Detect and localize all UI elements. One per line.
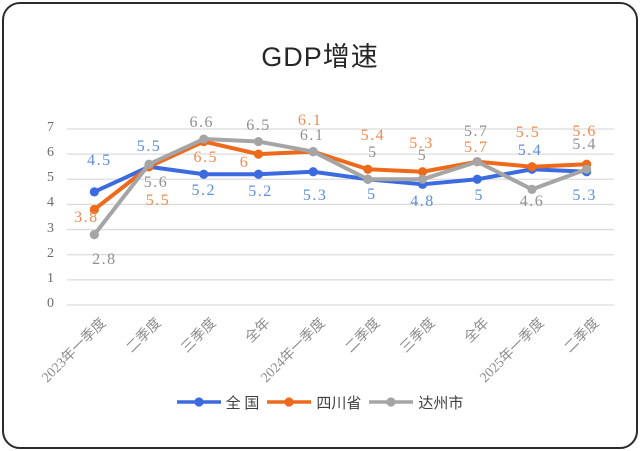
data-label-national: 5.2 — [191, 182, 216, 200]
data-label-sichuan: 5.5 — [145, 191, 171, 209]
y-axis-tick: 3 — [47, 220, 54, 236]
x-axis-label: 三季度 — [397, 315, 438, 357]
chart-title: GDP增速 — [261, 42, 379, 72]
y-axis-tick: 2 — [47, 245, 54, 261]
legend-item-sichuan: 四川省 — [267, 392, 361, 413]
data-label-national: 4.5 — [87, 151, 112, 169]
data-label-dazhou: 6.6 — [189, 114, 214, 132]
data-point-sichuan — [417, 167, 428, 177]
data-label-national: 5 — [367, 186, 377, 204]
data-point-dazhou — [527, 184, 537, 194]
series-line-sichuan — [92, 139, 589, 212]
x-axis-label: 全年 — [243, 315, 274, 347]
data-label-dazhou: 6.5 — [246, 116, 271, 134]
data-point-sichuan — [89, 204, 99, 215]
data-label-sichuan: 6 — [239, 154, 250, 172]
data-label-sichuan: 5.5 — [515, 123, 541, 141]
data-label-sichuan: 3.8 — [74, 209, 99, 227]
data-point-dazhou — [417, 174, 428, 184]
x-axis-label: 二季度 — [342, 315, 384, 357]
legend-marker-national — [176, 397, 221, 407]
legend-marker-dazhou — [369, 397, 414, 407]
legend-marker-sichuan — [267, 397, 312, 407]
data-label-dazhou: 5.4 — [572, 136, 597, 154]
data-point-national — [308, 167, 318, 177]
data-point-national — [199, 169, 209, 179]
legend-item-dazhou: 达州市 — [369, 392, 463, 413]
data-point-dazhou — [253, 136, 264, 147]
legend-item-national: 全 国 — [176, 392, 260, 413]
x-axis-label: 全年 — [462, 315, 493, 347]
data-point-dazhou — [308, 147, 318, 157]
y-axis-tick: 5 — [47, 170, 54, 186]
data-label-dazhou: 5.7 — [464, 122, 489, 140]
data-point-sichuan — [253, 149, 264, 159]
line-chart-canvas — [67, 128, 614, 306]
y-axis-tick: 7 — [47, 120, 54, 135]
data-label-dazhou: 2.8 — [92, 250, 117, 268]
data-point-national — [472, 174, 482, 184]
x-axis-label: 二季度 — [561, 315, 603, 357]
legend-label-sichuan: 四川省 — [316, 395, 362, 412]
data-point-dazhou — [472, 157, 482, 167]
data-label-national: 5.5 — [136, 137, 162, 155]
legend-label-dazhou: 达州市 — [418, 395, 464, 412]
series-line-dazhou — [92, 137, 589, 237]
data-label-dazhou: 5 — [417, 147, 428, 165]
data-label-sichuan: 5.3 — [409, 134, 434, 152]
y-axis-tick: 0 — [47, 296, 54, 311]
data-label-national: 5.4 — [517, 142, 543, 160]
data-label-national: 5.3 — [302, 186, 328, 204]
data-label-dazhou: 4.6 — [519, 193, 545, 211]
x-axis-label: 2023年一季度 — [39, 315, 110, 386]
data-point-sichuan — [363, 164, 373, 174]
data-label-sichuan: 6.1 — [297, 111, 323, 129]
data-point-dazhou — [89, 230, 99, 240]
y-axis-tick: 4 — [47, 195, 54, 211]
y-axis-tick: 1 — [47, 270, 54, 286]
data-label-national: 4.8 — [410, 193, 435, 211]
data-point-dazhou — [144, 159, 154, 169]
legend-label-national: 全 国 — [225, 395, 260, 412]
x-axis-label: 二季度 — [124, 315, 165, 357]
y-axis-tick: 6 — [47, 145, 54, 161]
data-point-dazhou — [582, 164, 592, 174]
data-label-sichuan: 5.4 — [360, 127, 386, 145]
data-point-dazhou — [363, 174, 373, 184]
legend: 全 国 四川省 达州市 — [4, 390, 636, 414]
plot-area: 0 1 2 3 4 5 6 7 2023年一季度 二季度 三季度 全年 2024年一季度 二季度 三季度 全年… — [4, 4, 636, 447]
data-label-national: 5.2 — [248, 183, 273, 201]
data-label-dazhou: 5.6 — [143, 174, 169, 192]
data-label-sichuan: 5.7 — [464, 138, 489, 156]
data-label-sichuan: 6.5 — [193, 148, 218, 166]
data-point-sichuan — [527, 162, 537, 172]
data-label-dazhou: 6.1 — [299, 126, 325, 144]
x-axis-label: 三季度 — [178, 315, 220, 357]
data-point-national — [253, 169, 264, 179]
data-label-national: 5 — [474, 187, 484, 205]
chart-labels-layer: 0 1 2 3 4 5 6 7 2023年一季度 二季度 三季度 全年 2024年一季度 二季度 三季度 全年… — [4, 4, 636, 447]
data-label-dazhou: 5 — [368, 144, 378, 162]
data-point-national — [89, 187, 99, 197]
data-point-dazhou — [199, 134, 209, 144]
data-label-national: 5.3 — [572, 186, 597, 204]
data-label-sichuan: 5.6 — [572, 123, 597, 141]
